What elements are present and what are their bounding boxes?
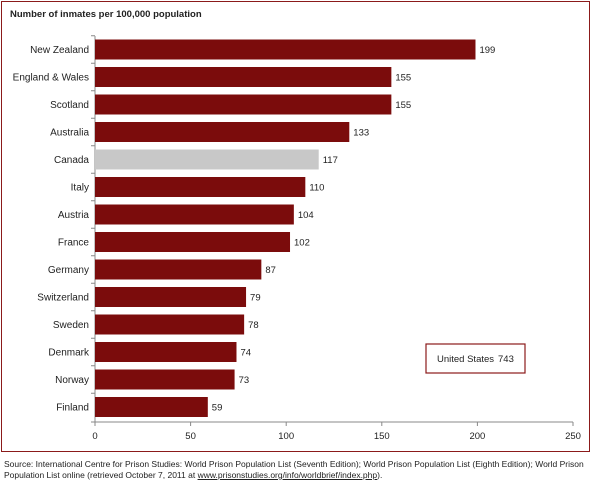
value-label-england-wales: 155	[395, 73, 411, 84]
bar-denmark	[95, 342, 237, 362]
value-label-australia: 133	[353, 128, 369, 139]
value-label-scotland: 155	[395, 100, 411, 111]
x-tick-label: 0	[92, 431, 97, 442]
value-label-norway: 73	[239, 375, 250, 386]
category-label-italy: Italy	[71, 183, 89, 194]
category-label-austria: Austria	[58, 210, 90, 221]
source-text: Source: International Centre for Prison …	[4, 459, 584, 480]
x-tick-label: 200	[469, 431, 485, 442]
category-label-norway: Norway	[55, 375, 89, 386]
bar-norway	[95, 369, 235, 390]
value-label-canada: 117	[323, 155, 338, 166]
value-label-finland: 59	[212, 403, 223, 414]
bar-new-zealand	[95, 39, 476, 60]
bar-finland	[95, 397, 208, 417]
category-label-new-zealand: New Zealand	[30, 45, 89, 56]
x-tick-label: 250	[565, 431, 581, 442]
value-label-france: 102	[294, 238, 310, 249]
bar-chart: New Zealand 199 England & Wales 155 Scotland…	[13, 35, 581, 442]
source-link[interactable]: www.prisonstudies.org/info/worldbrief/in…	[197, 470, 378, 480]
value-label-italy: 110	[309, 183, 324, 194]
category-label-england-wales: England & Wales	[13, 73, 89, 84]
bar-scotland	[95, 94, 392, 115]
annotation-value: 743	[498, 354, 514, 365]
bar-austria	[95, 204, 294, 225]
bar-sweden	[95, 314, 245, 335]
bar-italy	[95, 177, 306, 197]
value-label-new-zealand: 199	[479, 45, 495, 56]
bar-france	[95, 232, 291, 252]
value-label-germany: 87	[265, 265, 276, 276]
chart-title: Number of inmates per 100,000 population	[10, 9, 202, 20]
category-label-france: France	[58, 238, 90, 249]
x-tick-label: 50	[185, 431, 196, 442]
bar-england-wales	[95, 67, 392, 87]
category-label-switzerland: Switzerland	[37, 293, 89, 304]
annotation-box	[425, 343, 526, 374]
category-label-denmark: Denmark	[48, 348, 90, 359]
x-tick-label: 150	[374, 431, 390, 442]
bar-switzerland	[95, 287, 247, 307]
category-label-sweden: Sweden	[53, 320, 89, 331]
value-label-denmark: 74	[240, 348, 251, 359]
bar-canada	[95, 149, 319, 170]
value-label-austria: 104	[298, 210, 314, 221]
category-label-finland: Finland	[56, 403, 89, 414]
category-label-germany: Germany	[48, 265, 89, 276]
value-label-switzerland: 79	[250, 293, 261, 304]
category-label-scotland: Scotland	[50, 100, 89, 111]
value-label-sweden: 78	[248, 320, 259, 331]
bar-germany	[95, 259, 262, 280]
source-note: Source: International Centre for Prison …	[4, 459, 590, 481]
annotation-label: United States	[437, 354, 494, 365]
category-label-australia: Australia	[50, 128, 89, 139]
bar-australia	[95, 122, 350, 142]
category-label-canada: Canada	[54, 155, 89, 166]
x-tick-label: 100	[278, 431, 294, 442]
source-tail: ).	[377, 470, 383, 480]
